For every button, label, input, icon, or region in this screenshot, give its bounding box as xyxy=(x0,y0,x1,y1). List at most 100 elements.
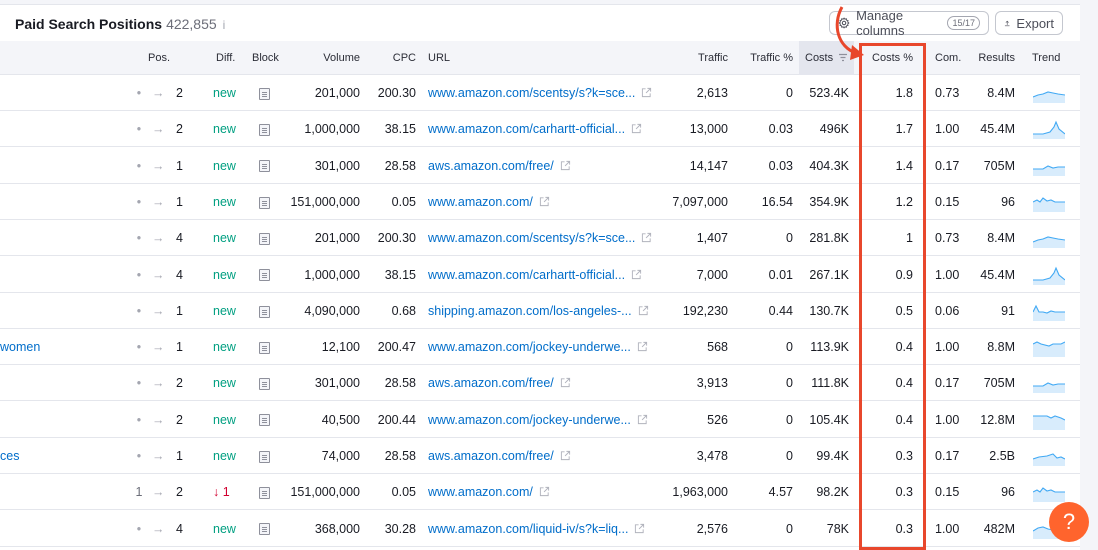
trend-sparkline-icon[interactable] xyxy=(1033,83,1065,103)
col-block[interactable]: Block xyxy=(252,52,279,64)
costs-pct: 0.9 xyxy=(895,267,913,282)
trend-sparkline-icon[interactable] xyxy=(1033,410,1065,430)
trend-sparkline-icon[interactable] xyxy=(1033,192,1065,212)
external-link-icon[interactable] xyxy=(560,450,571,461)
serp-block[interactable] xyxy=(259,365,270,401)
url-link[interactable]: www.amazon.com/scentsy/s?k=sce... xyxy=(428,86,636,100)
cpc: 28.58 xyxy=(384,376,416,391)
table-row: • → 4 new 1,000,000 38.15 www.amazon.com… xyxy=(0,256,1080,293)
serp-block[interactable] xyxy=(259,402,270,438)
serp-block[interactable] xyxy=(259,511,270,547)
keyword-link[interactable] xyxy=(0,148,120,184)
external-link-icon[interactable] xyxy=(539,486,550,497)
external-link-icon[interactable] xyxy=(634,523,645,534)
serp-block[interactable] xyxy=(259,293,270,329)
position: 1 xyxy=(176,303,183,318)
external-link-icon[interactable] xyxy=(641,232,652,243)
keyword-link[interactable] xyxy=(0,111,120,147)
trend-sparkline-icon[interactable] xyxy=(1033,301,1065,321)
trend-sparkline-icon[interactable] xyxy=(1033,156,1065,176)
external-link-icon[interactable] xyxy=(641,87,652,98)
costs: 98.2K xyxy=(816,485,849,500)
url-link[interactable]: shipping.amazon.com/los-angeles-... xyxy=(428,303,632,318)
col-costs-pct[interactable]: Costs % xyxy=(872,52,913,64)
keyword-link[interactable] xyxy=(0,220,120,256)
external-link-icon[interactable] xyxy=(637,414,648,425)
keyword-link[interactable] xyxy=(0,365,120,401)
manage-columns-button[interactable]: Manage columns 15/17 xyxy=(829,8,989,38)
external-link-icon[interactable] xyxy=(631,123,642,134)
url-link[interactable]: www.amazon.com/jockey-underwe... xyxy=(428,412,631,427)
trend-sparkline-icon[interactable] xyxy=(1033,373,1065,394)
url-link[interactable]: www.amazon.com/ xyxy=(428,485,533,500)
col-costs-sorted[interactable]: Costs xyxy=(799,41,854,75)
position-diff: new xyxy=(213,521,236,536)
col-diff[interactable]: Diff. xyxy=(216,52,236,64)
serp-block[interactable] xyxy=(259,184,270,220)
url-link[interactable]: www.amazon.com/ xyxy=(428,194,533,209)
keyword-link[interactable] xyxy=(0,257,120,293)
trend-sparkline-icon[interactable] xyxy=(1033,228,1065,249)
costs: 78K xyxy=(826,521,849,536)
keyword-link[interactable] xyxy=(0,184,120,220)
external-link-icon[interactable] xyxy=(539,196,550,207)
export-button[interactable]: Export xyxy=(995,11,1063,35)
col-traffic[interactable]: Traffic xyxy=(698,52,728,64)
keyword-link[interactable] xyxy=(0,293,120,329)
competition: 1.00 xyxy=(935,412,960,427)
url-link[interactable]: aws.amazon.com/free/ xyxy=(428,449,554,463)
page-scrollbar[interactable] xyxy=(1080,0,1098,550)
url-link[interactable]: www.amazon.com/carhartt-official... xyxy=(428,122,626,137)
col-cpc[interactable]: CPC xyxy=(392,52,416,64)
serp-block[interactable] xyxy=(259,111,270,147)
url-cell: www.amazon.com/jockey-underwe... xyxy=(428,402,648,438)
url-link[interactable]: www.amazon.com/carhartt-official... xyxy=(428,267,626,282)
external-link-icon[interactable] xyxy=(637,341,648,352)
url-link[interactable]: www.amazon.com/liquid-iv/s?k=liq... xyxy=(428,521,629,536)
col-url[interactable]: URL xyxy=(428,52,451,64)
col-results[interactable]: Results xyxy=(978,52,1015,64)
table-row: women • → 1 new 12,100 200.47 www.amazon… xyxy=(0,329,1080,366)
info-icon[interactable]: i xyxy=(222,18,226,32)
external-link-icon[interactable] xyxy=(560,377,571,388)
serp-block[interactable] xyxy=(259,257,270,293)
serp-block[interactable] xyxy=(259,220,270,256)
keyword-link[interactable] xyxy=(0,511,120,547)
keyword-link[interactable]: women xyxy=(0,340,41,355)
total-count: 422,855 xyxy=(166,16,217,32)
col-com[interactable]: Com. xyxy=(935,52,962,64)
previous-position: • xyxy=(136,340,142,355)
url-link[interactable]: www.amazon.com/jockey-underwe... xyxy=(428,340,631,355)
trend-sparkline-icon[interactable] xyxy=(1033,482,1065,503)
volume: 12,100 xyxy=(321,340,360,355)
serp-block[interactable] xyxy=(259,148,270,184)
trend-sparkline-icon[interactable] xyxy=(1033,446,1065,466)
serp-block[interactable] xyxy=(259,438,270,474)
col-trend[interactable]: Trend xyxy=(1032,52,1061,64)
keyword-link[interactable] xyxy=(0,402,120,438)
col-pos[interactable]: Pos. xyxy=(148,52,171,64)
keyword-link[interactable] xyxy=(0,474,120,510)
col-traffic-pct[interactable]: Traffic % xyxy=(750,52,793,64)
traffic-pct: 4.57 xyxy=(768,485,793,500)
trend-sparkline-icon[interactable] xyxy=(1033,265,1065,285)
external-link-icon[interactable] xyxy=(560,160,571,171)
competition: 0.15 xyxy=(935,194,960,209)
trend-sparkline-icon[interactable] xyxy=(1033,119,1065,140)
col-volume[interactable]: Volume xyxy=(323,52,360,64)
trend-sparkline-icon[interactable] xyxy=(1033,337,1065,358)
keyword-link[interactable] xyxy=(0,75,120,111)
external-link-icon[interactable] xyxy=(631,269,642,280)
url-link[interactable]: aws.amazon.com/free/ xyxy=(428,158,554,173)
url-link[interactable]: www.amazon.com/scentsy/s?k=sce... xyxy=(428,231,636,246)
url-link[interactable]: aws.amazon.com/free/ xyxy=(428,376,554,391)
position: 2 xyxy=(176,376,183,391)
keyword-link[interactable]: ces xyxy=(0,449,20,463)
help-button[interactable]: ? xyxy=(1049,502,1089,542)
document-icon xyxy=(259,160,270,173)
cpc: 200.47 xyxy=(377,340,416,355)
serp-block[interactable] xyxy=(259,75,270,111)
serp-block[interactable] xyxy=(259,329,270,365)
external-link-icon[interactable] xyxy=(638,305,649,316)
serp-block[interactable] xyxy=(259,474,270,510)
